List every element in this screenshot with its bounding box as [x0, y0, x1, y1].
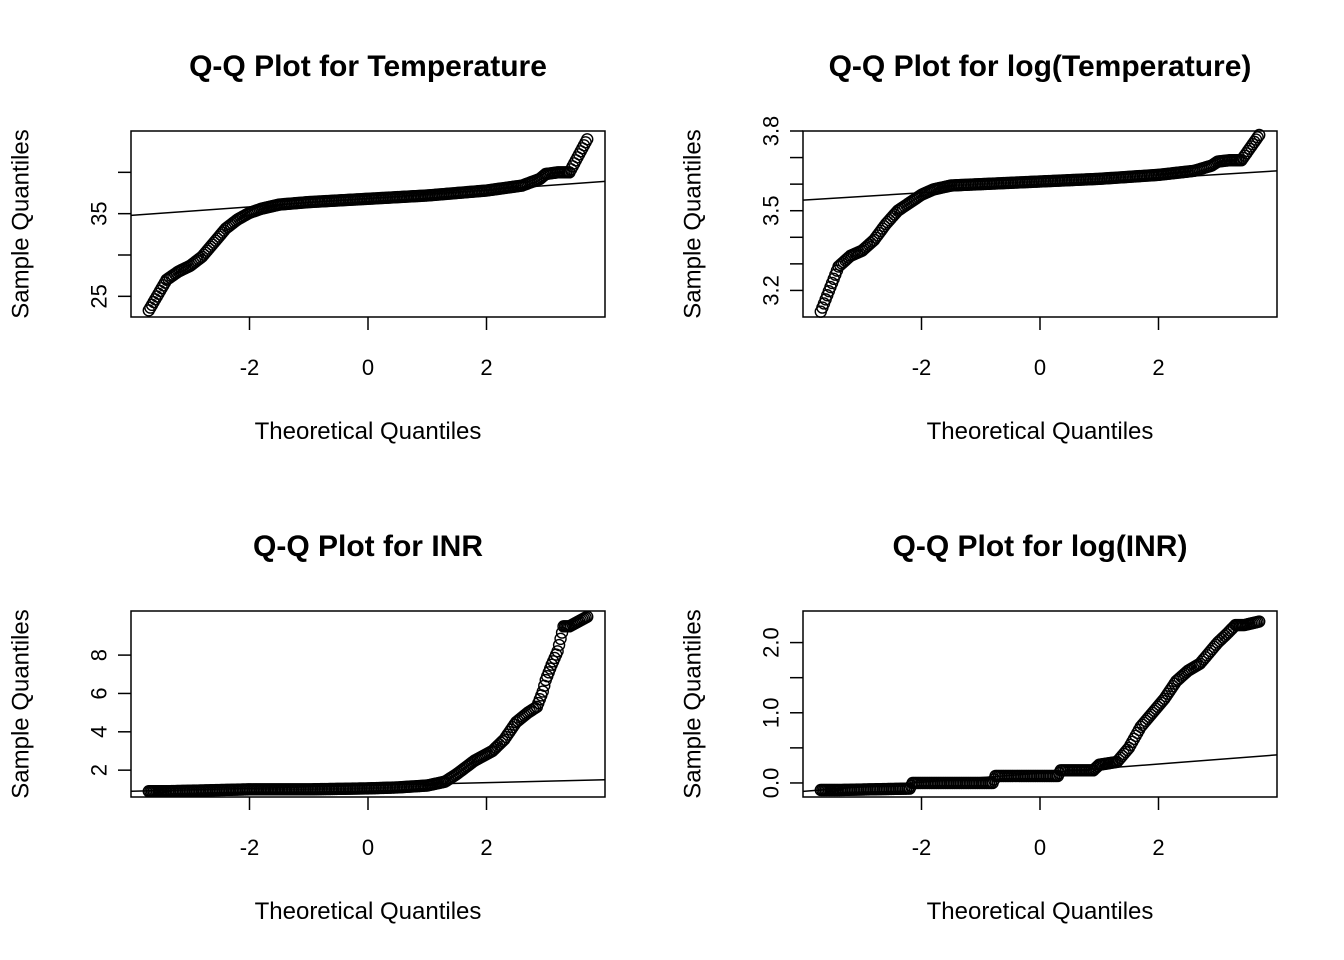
y-tick-label: 35 [87, 201, 112, 225]
x-tick-label: -2 [240, 835, 260, 860]
sample-point [554, 632, 567, 646]
y-axis-label: Sample Quantiles [680, 609, 707, 798]
y-tick-label: 2 [87, 764, 112, 776]
plot-frame [802, 610, 1278, 798]
x-axis-label: Theoretical Quantiles [255, 418, 482, 445]
sample-point [1253, 128, 1266, 142]
x-tick-label: 2 [480, 355, 492, 380]
sample-points [814, 615, 1266, 797]
plot-frame [802, 130, 1278, 318]
sample-points [142, 133, 594, 317]
x-tick-label: 2 [480, 835, 492, 860]
x-tick-label: 2 [1152, 835, 1164, 860]
x-tick-label: 0 [362, 835, 374, 860]
sample-point [1251, 131, 1264, 144]
chart-title: Q-Q Plot for log(INR) [893, 530, 1188, 563]
y-tick-label: 0.0 [759, 768, 784, 799]
qq-panel-log-inr: Q-Q Plot for log(INR) -2 0 2 0.0 1.0 2.0 Theore… [680, 530, 1278, 925]
y-tick-label: 4 [87, 726, 112, 738]
x-tick-label: -2 [240, 355, 260, 380]
y-tick-label: 3.2 [759, 275, 784, 306]
sample-point [536, 685, 549, 698]
x-tick-label: 0 [1034, 355, 1046, 380]
chart-title: Q-Q Plot for Temperature [189, 50, 547, 83]
sample-point [581, 610, 594, 623]
sample-points [814, 128, 1266, 318]
y-tick-label: 25 [87, 284, 112, 308]
sample-point [581, 133, 594, 146]
x-axis-label: Theoretical Quantiles [255, 898, 482, 925]
y-axis-label: Sample Quantiles [680, 129, 707, 318]
y-tick-label: 1.0 [759, 697, 784, 728]
y-tick-label: 3.5 [759, 195, 784, 226]
y-tick-label: 6 [87, 687, 112, 699]
x-tick-label: 2 [1152, 355, 1164, 380]
sample-points [142, 610, 594, 798]
y-axis-label: Sample Quantiles [8, 609, 35, 798]
x-axis-label: Theoretical Quantiles [927, 898, 1154, 925]
y-tick-label: 3.8 [759, 116, 784, 147]
y-axis-label: Sample Quantiles [8, 129, 35, 318]
x-axis-label: Theoretical Quantiles [927, 418, 1154, 445]
chart-title: Q-Q Plot for INR [253, 530, 483, 563]
sample-point [551, 645, 564, 658]
x-tick-label: 0 [1034, 835, 1046, 860]
qq-panel-inr: Q-Q Plot for INR -2 0 2 2 4 6 8 Theoretical Quan… [8, 530, 606, 925]
y-tick-label: 2.0 [759, 627, 784, 658]
x-tick-label: -2 [912, 355, 932, 380]
qq-panel-temperature: Q-Q Plot for Temperature -2 0 2 25 35 Theoreti… [8, 50, 606, 445]
sample-point [1253, 615, 1266, 628]
y-tick-label: 8 [87, 649, 112, 661]
sample-point [552, 638, 566, 652]
qq-panel-log-temperature: Q-Q Plot for log(Temperature) -2 0 2 3.2 3.5 3… [680, 50, 1278, 445]
chart-title: Q-Q Plot for log(Temperature) [829, 50, 1252, 83]
plot-frame [130, 130, 606, 318]
x-tick-label: -2 [912, 835, 932, 860]
x-tick-label: 0 [362, 355, 374, 380]
